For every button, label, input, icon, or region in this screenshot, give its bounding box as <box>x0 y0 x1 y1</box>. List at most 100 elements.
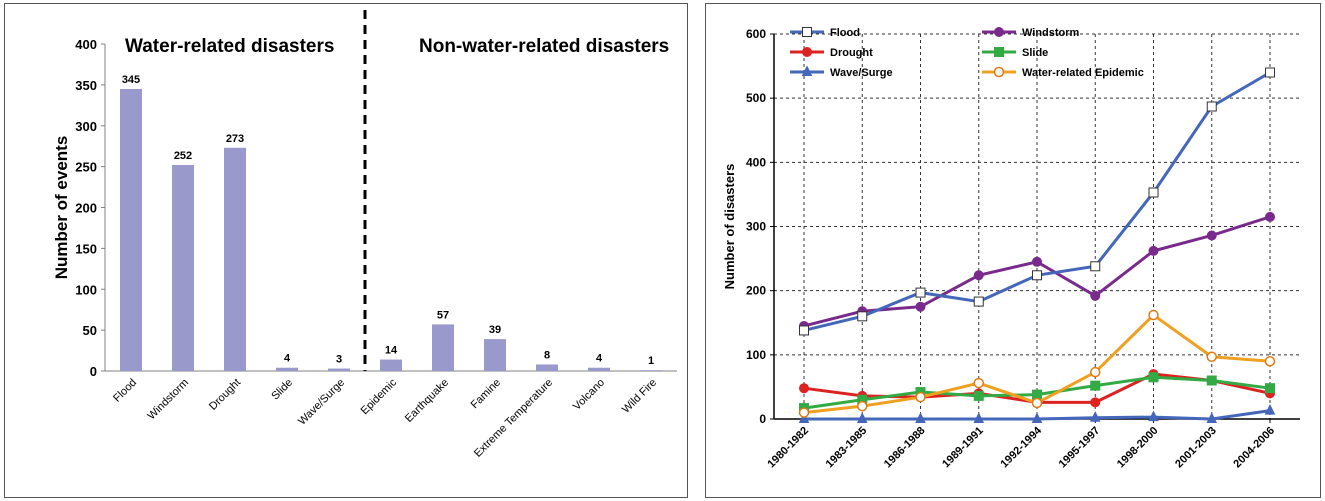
bar-data-label: 273 <box>226 133 244 145</box>
group-label-water: Water-related disasters <box>125 36 334 57</box>
y-tick-label: 600 <box>746 27 766 41</box>
bar <box>328 368 350 371</box>
bar <box>536 364 558 371</box>
x-tick-label: Volcano <box>571 377 607 413</box>
legend-marker-drought <box>802 47 812 57</box>
x-tick-label: 2004-2006 <box>1231 425 1277 471</box>
x-tick-label: 1995-1997 <box>1057 425 1103 471</box>
y-tick-label: 200 <box>75 201 97 216</box>
y-axis-label: Number of events <box>52 136 71 280</box>
bar-data-label: 4 <box>596 353 603 365</box>
point-water-related-epidemic <box>973 377 984 389</box>
point-slide <box>1265 383 1275 394</box>
point-water-related-epidemic <box>1264 356 1276 367</box>
bar <box>432 324 454 371</box>
point-flood <box>1032 270 1042 281</box>
bar <box>588 367 610 371</box>
point-drought <box>799 383 809 394</box>
point-wave-surge <box>798 412 810 423</box>
series-line-flood <box>803 71 1271 332</box>
y-tick-label: 300 <box>75 119 97 134</box>
point-wave-surge <box>856 412 868 423</box>
legend-label-wave-surge: Wave/Surge <box>830 67 893 79</box>
point-water-related-epidemic <box>1031 397 1043 409</box>
bar <box>484 339 506 371</box>
legend-marker-wave-surge <box>801 65 813 76</box>
y-tick-label: 50 <box>83 323 97 338</box>
x-tick-label: Wild Fire <box>620 377 659 416</box>
x-tick-label: Wave/Surge <box>296 377 347 428</box>
group-label-non-water: Non-water-related disasters <box>419 36 669 57</box>
point-windstorm <box>1206 230 1217 241</box>
point-flood <box>857 311 868 322</box>
point-drought <box>1090 397 1101 408</box>
bar-data-label: 57 <box>437 309 449 321</box>
point-water-related-epidemic <box>857 400 868 412</box>
point-wave-surge <box>1264 404 1276 415</box>
right-chart-panel: 0 100 200 300 400 500 600 1980-1982 1983-1985 198… <box>705 3 1321 498</box>
x-tick-label: 1980-1982 <box>765 425 811 471</box>
point-windstorm <box>915 301 926 312</box>
bar-data-label: 39 <box>489 324 501 336</box>
bar-data-label: 345 <box>122 74 140 86</box>
x-tick-label: 1983-1985 <box>824 425 870 471</box>
point-flood <box>1090 261 1101 272</box>
y-tick-label: 0 <box>90 364 97 379</box>
bar <box>120 88 142 372</box>
x-tick-label: 1989-1991 <box>940 425 986 471</box>
point-slide <box>1090 380 1101 391</box>
line-chart: 0 100 200 300 400 500 600 1980-1982 1983-1985 198… <box>722 27 1300 471</box>
y-tick-label: 300 <box>746 220 766 234</box>
legend-label-slide: Slide <box>1022 47 1048 59</box>
x-tick-label: Earthquake <box>403 377 451 425</box>
point-flood <box>1206 101 1217 112</box>
point-wave-surge <box>1031 412 1043 423</box>
y-tick-label: 0 <box>759 412 766 426</box>
bar <box>224 147 246 371</box>
y-axis-label: Number of disasters <box>722 164 737 290</box>
point-slide <box>973 390 984 401</box>
point-flood <box>1265 67 1275 78</box>
point-slide <box>1206 375 1217 386</box>
point-water-related-epidemic <box>798 407 810 418</box>
bar <box>640 370 662 371</box>
point-wave-surge <box>1206 412 1218 423</box>
x-tick-label: 1998-2000 <box>1115 425 1161 471</box>
legend-label-drought: Drought <box>830 47 873 59</box>
point-wave-surge <box>915 412 926 423</box>
bar <box>276 367 298 371</box>
point-wave-surge <box>1089 411 1101 422</box>
bar <box>172 164 194 371</box>
legend-label-windstorm: Windstorm <box>1022 27 1080 39</box>
y-tick-label: 250 <box>75 160 97 175</box>
legend-label-flood: Flood <box>830 27 860 39</box>
x-tick-label: Epidemic <box>359 376 400 417</box>
bar-chart: 0 50 100 150 200 250 300 350 400 Number of events… <box>52 10 677 460</box>
y-tick-label: 500 <box>746 91 766 105</box>
bar-data-label: 252 <box>174 150 192 162</box>
point-slide <box>1148 372 1159 383</box>
x-tick-label: Famine <box>469 377 503 411</box>
y-tick-label: 150 <box>75 241 97 256</box>
y-tick-label: 350 <box>75 78 97 93</box>
point-flood <box>1148 187 1159 198</box>
point-windstorm <box>1090 290 1101 301</box>
x-tick-label: Flood <box>111 377 139 405</box>
left-chart-panel: 0 50 100 150 200 250 300 350 400 Number of events… <box>4 3 688 498</box>
x-tick-label: 1992-1994 <box>998 424 1044 470</box>
x-tick-label: 2001-2003 <box>1173 425 1219 471</box>
legend-marker-windstorm <box>994 27 1004 37</box>
x-tick-label: Windstorm <box>145 377 191 423</box>
point-windstorm <box>973 270 984 281</box>
point-windstorm <box>1148 245 1159 256</box>
point-water-related-epidemic <box>1090 366 1101 378</box>
y-tick-label: 100 <box>75 282 97 297</box>
point-flood <box>973 296 984 307</box>
x-tick-label: 1986-1988 <box>882 425 928 471</box>
y-tick-label: 100 <box>746 348 766 362</box>
y-tick-label: 400 <box>746 155 766 169</box>
legend-label-water-related-epidemic: Water-related Epidemic <box>1022 67 1144 79</box>
bar-data-label: 3 <box>336 354 342 366</box>
legend-marker-water-related-epidemic <box>993 66 1005 78</box>
point-windstorm <box>1265 211 1275 222</box>
